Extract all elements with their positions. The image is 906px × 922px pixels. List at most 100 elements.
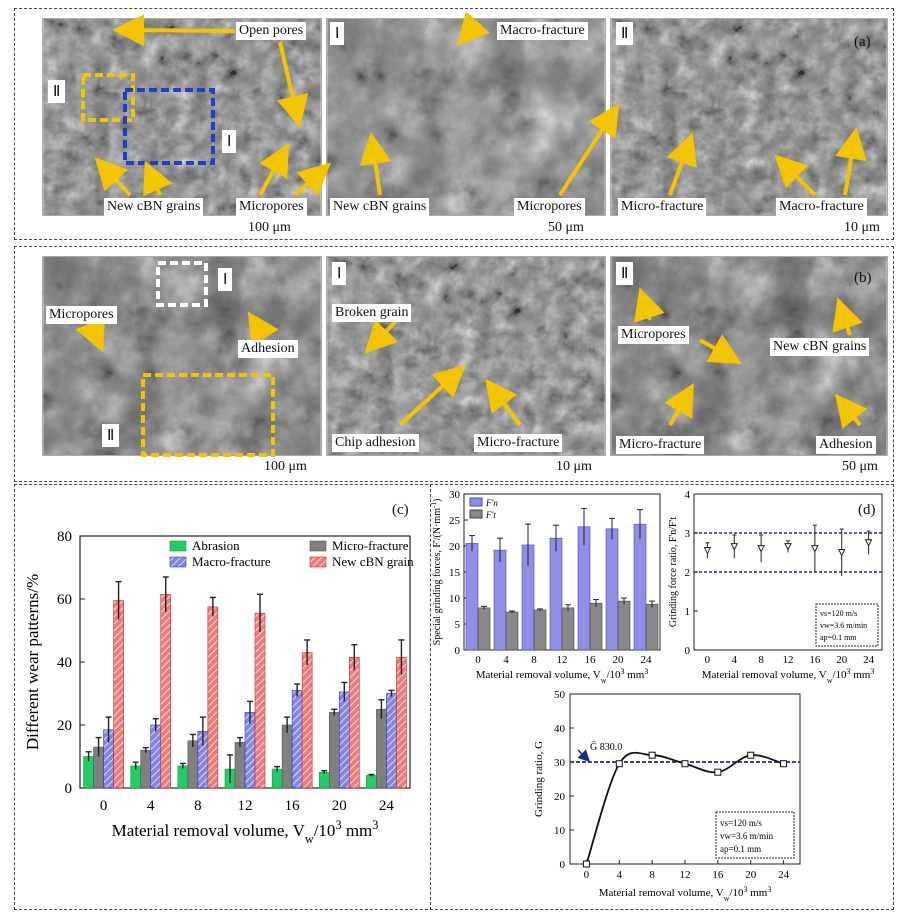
label-macro-fracture: Macro-fracture — [497, 22, 588, 40]
label-new-cbn-grains: New cBN grains — [330, 198, 430, 216]
legend-label: New cBN grain — [332, 554, 414, 569]
bar-micro-fracture — [376, 708, 387, 789]
label-micropores: Micropores — [618, 326, 689, 344]
y-axis-label: Grinding force ratio, F'n/F't — [668, 517, 679, 627]
panel-label-c: (c) — [392, 502, 409, 518]
bar-force — [577, 526, 591, 651]
x-tick-label: 8 — [758, 654, 764, 666]
label-new-cbn-grains: New cBN grains — [770, 338, 870, 356]
label-open-pores: Open pores — [236, 22, 307, 40]
y-tick-label: 50 — [554, 689, 566, 701]
sem-image-a1 — [42, 18, 322, 216]
bar-macro-fracture — [386, 693, 397, 789]
x-tick-label: 20 — [745, 869, 757, 881]
data-point — [714, 768, 722, 776]
conditions-box — [715, 811, 795, 859]
legend-swatch — [309, 540, 327, 552]
x-tick-label: 12 — [680, 869, 691, 881]
x-tick-label: 20 — [836, 654, 848, 666]
data-point — [648, 751, 656, 759]
y-tick-label: 3 — [685, 528, 691, 540]
x-tick-label: 24 — [641, 654, 653, 666]
y-tick-label: 10 — [554, 825, 566, 837]
y-tick-label: 20 — [57, 718, 72, 734]
data-point — [703, 547, 712, 555]
roman-label-1: Ⅰ — [330, 22, 345, 45]
bar-force — [561, 607, 575, 651]
bar-micro-fracture — [187, 740, 199, 789]
x-tick-label: 16 — [585, 654, 597, 666]
legend-swatch — [169, 540, 187, 552]
y-tick-label: 40 — [554, 723, 566, 735]
legend-label: Abrasion — [192, 538, 240, 553]
x-tick-label: 0 — [475, 654, 481, 666]
bar-new-cbn-grain — [207, 606, 219, 789]
y-tick-label: 0 — [65, 781, 73, 797]
scale-bar-text: 100 μm — [264, 459, 307, 474]
x-tick-label: 0 — [100, 798, 108, 814]
bar-micro-fracture — [328, 712, 340, 789]
roman-label-1: Ⅰ — [218, 268, 233, 291]
data-point — [747, 751, 755, 759]
y-tick-label: 0 — [685, 645, 691, 657]
condition-text: vs=120 m/s — [720, 818, 762, 828]
label-micro-fracture: Micro-fracture — [474, 434, 563, 452]
y-tick-label: 40 — [57, 655, 72, 671]
y-tick-label: 60 — [57, 592, 72, 608]
x-tick-label: 0 — [705, 654, 711, 666]
white-selection-box — [156, 261, 208, 307]
x-axis-label: Material removal volume, Vw/103 mm3 — [112, 818, 379, 846]
bar-force — [617, 600, 631, 651]
annotation-arrow — [577, 749, 591, 763]
bar-micro-fracture — [140, 749, 152, 789]
bar-force — [605, 528, 619, 651]
panel-label-b: (b) — [854, 270, 872, 286]
roman-label-1: Ⅰ — [332, 262, 347, 285]
bar-abrasion — [366, 775, 377, 789]
data-point — [582, 860, 590, 868]
x-tick-label: 4 — [732, 654, 738, 666]
grinding-ratio-chart: 0 10 20 30 40 50 0 4 8 12 16 20 24 Ḡ 830.0 vs=120 m/s v… — [533, 689, 801, 903]
sem-image-a2 — [326, 18, 606, 216]
label-micropores: Micropores — [236, 198, 307, 216]
legend-swatch — [169, 556, 187, 568]
x-tick-label: 24 — [379, 798, 395, 814]
data-point — [780, 760, 788, 768]
yellow-selection-box — [81, 73, 135, 122]
scale-bar-text: 10 μm — [844, 220, 880, 235]
x-tick-label: 16 — [285, 798, 301, 814]
conditions-box — [815, 603, 879, 647]
bar-force — [533, 609, 547, 651]
legend-label: F't — [485, 510, 496, 520]
y-tick-label: 2 — [685, 567, 691, 579]
bar-force — [493, 549, 507, 651]
bar-force — [589, 602, 603, 651]
y-tick-label: 30 — [449, 489, 461, 501]
label-micropores: Micropores — [46, 306, 117, 324]
bar-abrasion — [271, 768, 283, 789]
roman-label-2: Ⅱ — [48, 80, 66, 103]
label-adhesion: Adhesion — [816, 436, 876, 454]
legend-label: F'n — [485, 498, 498, 508]
y-tick-label: 20 — [449, 541, 461, 553]
x-tick-label: 8 — [194, 798, 202, 814]
sem-image-a3 — [610, 18, 888, 216]
label-adhesion: Adhesion — [238, 340, 298, 358]
bar-abrasion — [318, 771, 330, 789]
x-tick-label: 12 — [238, 798, 253, 814]
bar-force — [633, 523, 647, 651]
legend-swatch — [469, 509, 483, 519]
x-tick-label: 4 — [617, 869, 623, 881]
y-axis-label: Different wear patterns/% — [23, 574, 42, 750]
x-axis-label: Material removal volume, Vw/103 mm3 — [702, 667, 875, 685]
data-point — [864, 539, 873, 547]
bar-force — [505, 611, 519, 651]
x-axis-label: Material removal volume, Vw/103 mm3 — [599, 885, 772, 903]
panel-d-inner-frame — [430, 484, 894, 910]
x-tick-label: 4 — [503, 654, 509, 666]
y-tick-label: 4 — [685, 489, 691, 501]
bar-new-cbn-grain — [301, 652, 313, 789]
label-broken-grain: Broken grain — [332, 304, 412, 322]
bar-new-cbn-grain — [160, 593, 172, 789]
